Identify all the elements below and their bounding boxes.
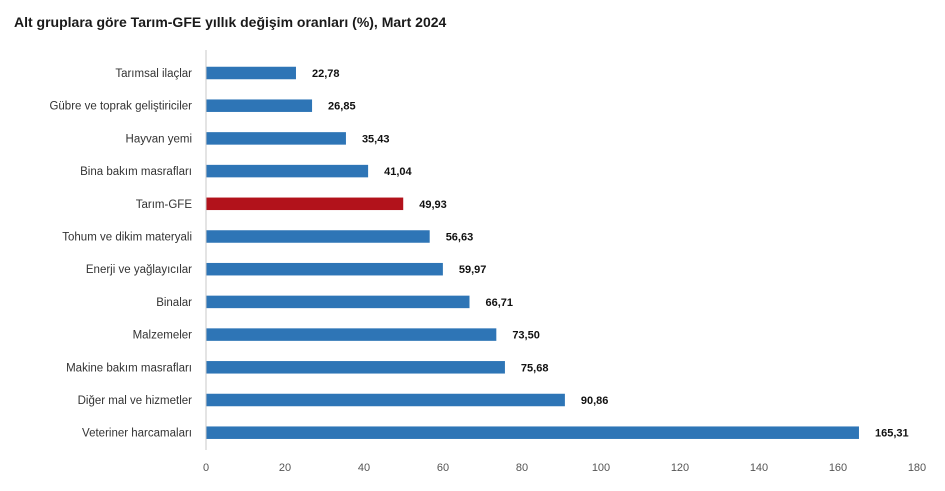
category-label: Veteriner harcamaları [82, 428, 192, 440]
category-label: Malzemeler [133, 330, 193, 342]
bar [206, 361, 505, 374]
category-label: Makine bakım masrafları [66, 362, 192, 374]
category-label: Gübre ve toprak geliştiriciler [49, 101, 192, 113]
bar [206, 66, 296, 80]
value-label: 66,71 [486, 297, 514, 309]
value-label: 26,85 [328, 101, 356, 113]
bar [206, 295, 470, 309]
x-tick-label: 40 [358, 462, 370, 474]
value-label: 35,43 [362, 133, 390, 145]
bar [206, 132, 346, 145]
category-label: Tohum ve dikim materyali [62, 232, 192, 244]
bar [206, 393, 565, 407]
category-label: Tarımsal ilaçlar [115, 68, 192, 80]
chart-title: Alt gruplara göre Tarım-GFE yıllık değiş… [14, 14, 447, 30]
x-tick-label: 100 [592, 462, 610, 474]
x-tick-label: 20 [279, 462, 291, 474]
bar [206, 230, 430, 243]
bar [206, 262, 443, 276]
category-label: Tarım-GFE [136, 199, 193, 211]
bar [206, 164, 369, 178]
category-label: Diğer mal ve hizmetler [78, 395, 193, 407]
value-label: 49,93 [419, 199, 447, 211]
value-label: 22,78 [312, 68, 340, 80]
value-label: 75,68 [521, 362, 549, 374]
x-tick-label: 80 [516, 462, 528, 474]
category-label: Bina bakım masrafları [80, 166, 192, 178]
x-tick-label: 180 [908, 462, 926, 474]
category-label: Hayvan yemi [126, 133, 192, 145]
value-label: 41,04 [384, 166, 412, 178]
x-tick-label: 120 [671, 462, 689, 474]
bar-highlight [206, 197, 404, 211]
value-label: 165,31 [875, 428, 909, 440]
value-label: 59,97 [459, 264, 487, 276]
bar [206, 328, 497, 341]
x-tick-label: 60 [437, 462, 449, 474]
x-tick-label: 140 [750, 462, 768, 474]
value-label: 90,86 [581, 395, 609, 407]
value-label: 73,50 [512, 330, 540, 342]
value-label: 56,63 [446, 232, 474, 244]
bar [206, 426, 859, 439]
category-label: Enerji ve yağlayıcılar [86, 264, 192, 276]
bar [206, 99, 313, 112]
x-tick-label: 0 [203, 462, 209, 474]
x-tick-label: 160 [829, 462, 847, 474]
category-label: Binalar [156, 297, 192, 309]
